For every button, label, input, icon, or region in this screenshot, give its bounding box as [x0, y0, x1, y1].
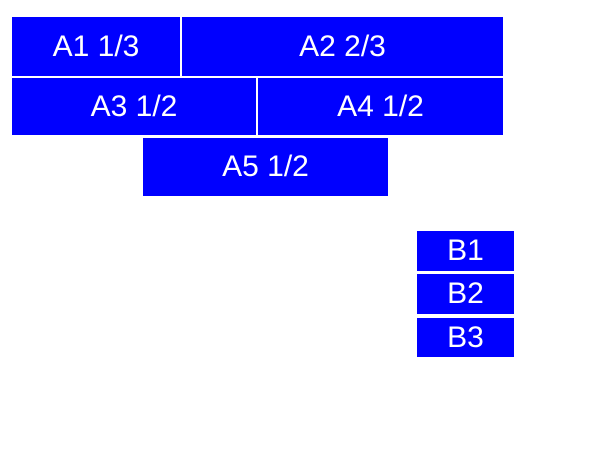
block-b2: B2: [417, 274, 514, 314]
block-a2: A2 2/3: [182, 17, 503, 76]
block-a5: A5 1/2: [143, 138, 388, 196]
block-b2-label: B2: [447, 277, 484, 310]
block-b1-label: B1: [447, 234, 484, 267]
block-a3-label: A3 1/2: [90, 89, 178, 123]
block-a1-label: A1 1/3: [52, 29, 140, 63]
block-a1: A1 1/3: [12, 17, 180, 76]
block-b1: B1: [417, 231, 514, 271]
block-a4: A4 1/2: [258, 78, 503, 135]
block-a4-label: A4 1/2: [337, 89, 424, 123]
block-a5-label: A5 1/2: [222, 150, 309, 183]
block-a2-label: A2 2/3: [299, 29, 386, 63]
block-a3: A3 1/2: [12, 78, 256, 135]
block-b3: B3: [417, 318, 514, 357]
block-b3-label: B3: [447, 320, 484, 354]
